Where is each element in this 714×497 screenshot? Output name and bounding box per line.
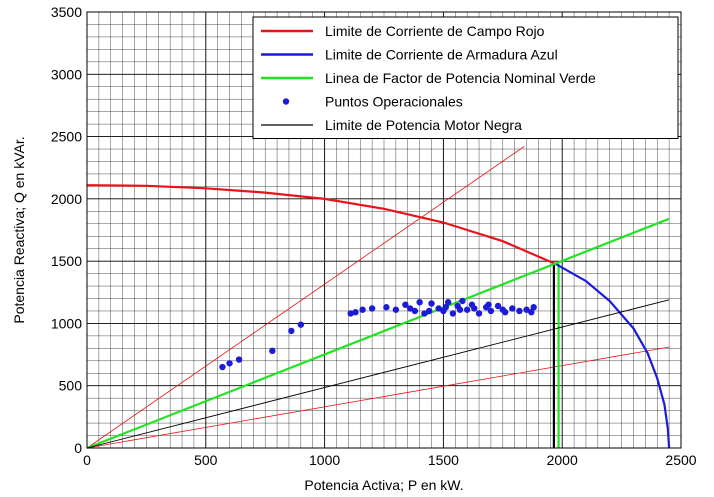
data-point — [421, 310, 428, 317]
data-point — [463, 306, 471, 313]
data-point — [449, 310, 457, 317]
data-point — [359, 306, 366, 313]
data-point — [297, 321, 305, 328]
y-tick-label: 2000 — [51, 191, 82, 207]
data-point — [219, 363, 226, 371]
x-tick-label: 2500 — [665, 452, 696, 468]
y-tick-label: 2500 — [51, 129, 82, 145]
legend-label: Linea de Factor de Potencia Nominal Verd… — [325, 70, 596, 86]
data-point — [226, 360, 233, 367]
x-tick-label: 1500 — [428, 452, 459, 468]
legend-marker — [282, 98, 290, 105]
series-line — [86, 184, 557, 266]
data-point — [411, 307, 419, 315]
data-point — [435, 305, 442, 312]
data-point — [269, 347, 276, 355]
series-line — [86, 299, 670, 449]
data-point — [485, 301, 492, 308]
data-point — [494, 302, 502, 310]
data-point — [528, 309, 535, 316]
x-tick-labels: 0 500 1000 1500 2000 2500 — [83, 452, 697, 468]
data-point — [459, 297, 466, 305]
data-point — [235, 356, 243, 363]
data-point — [456, 306, 464, 313]
series-line — [555, 263, 671, 449]
data-point — [406, 305, 414, 312]
data-point — [530, 304, 537, 311]
legend-label: Puntos Operacionales — [325, 94, 463, 110]
data-point — [509, 305, 516, 312]
reference-line — [86, 146, 525, 449]
data-point — [471, 305, 478, 312]
data-point — [392, 306, 400, 313]
x-tick-label: 0 — [83, 452, 91, 468]
data-point — [288, 327, 295, 335]
legend: Limite de Corriente de Campo Rojo Limite … — [252, 16, 679, 139]
data-point — [428, 300, 435, 307]
legend-box — [252, 16, 679, 139]
y-tick-label: 0 — [74, 440, 82, 456]
y-tick-label: 3500 — [51, 4, 82, 20]
x-axis-label: Potencia Activa; P en kW. — [304, 477, 463, 493]
y-tick-label: 1500 — [51, 253, 82, 269]
x-tick-label: 1000 — [309, 452, 340, 468]
data-point — [499, 306, 506, 313]
data-point — [416, 299, 423, 306]
series-line — [86, 217, 670, 450]
operational-points — [219, 297, 537, 371]
x-tick-label: 500 — [194, 452, 218, 468]
data-point — [383, 304, 390, 311]
legend-label: Limite de Potencia Motor Negra — [325, 117, 522, 133]
plot-lines — [86, 146, 671, 450]
data-point — [425, 307, 433, 315]
y-tick-label: 500 — [59, 378, 83, 394]
data-point — [487, 307, 495, 315]
data-point — [475, 310, 483, 317]
data-point — [444, 299, 452, 306]
legend-label: Limite de Corriente de Armadura Azul — [325, 47, 558, 63]
data-point — [442, 304, 449, 311]
data-point — [523, 306, 530, 313]
plot-frame — [86, 11, 682, 449]
x-tick-label: 2000 — [547, 452, 578, 468]
legend-label: Limite de Corriente de Campo Rojo — [325, 23, 545, 39]
reference-line — [86, 346, 670, 449]
data-point — [368, 305, 376, 312]
y-axis-label: Potencia Reactiva; Q en kVAr. — [11, 136, 27, 323]
y-tick-label: 3000 — [51, 66, 82, 82]
data-point — [402, 301, 409, 308]
y-tick-label: 1000 — [51, 315, 82, 331]
data-point — [516, 307, 523, 315]
data-point — [352, 309, 359, 316]
y-tick-labels: 0 500 1000 1500 2000 2500 3000 3500 — [51, 4, 82, 456]
